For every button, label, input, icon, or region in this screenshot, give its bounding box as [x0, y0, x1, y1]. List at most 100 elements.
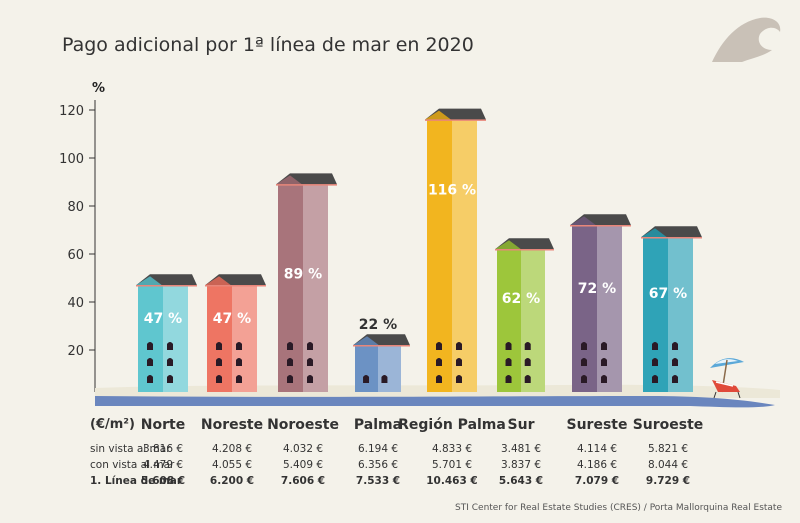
y-tick-label: 100: [59, 152, 84, 167]
bar: [497, 249, 521, 392]
window: [456, 375, 462, 383]
y-tick-label: 20: [67, 344, 84, 359]
table-row-label: sin vista al mar: [90, 443, 171, 455]
value-label: 72 %: [578, 281, 616, 297]
table-cell: 4.479 €: [143, 459, 183, 471]
value-label: 47 %: [213, 311, 251, 327]
window: [236, 342, 242, 350]
category-label: Noroeste: [267, 417, 339, 433]
table-cell: 3.481 €: [501, 443, 541, 455]
window: [236, 358, 242, 366]
category-label: Región Palma: [398, 417, 506, 433]
category-label: Norte: [141, 417, 185, 433]
table-cell: 4.186 €: [577, 459, 617, 471]
window: [381, 375, 388, 383]
roof-gable: [641, 228, 667, 238]
table-cell: 4.055 €: [212, 459, 252, 471]
y-tick-label: 120: [59, 104, 84, 119]
table-cell: 5.821 €: [648, 443, 688, 455]
window: [652, 342, 658, 350]
window: [672, 358, 678, 366]
window: [307, 375, 313, 383]
bar: [138, 285, 163, 392]
window: [167, 342, 173, 350]
table-row-label: 1. Línea de mar: [90, 475, 183, 487]
category-label: Palma: [354, 417, 402, 433]
table-cell: 4.208 €: [212, 443, 252, 455]
roof-gable: [570, 216, 596, 226]
bar-side: [668, 237, 693, 392]
window: [524, 342, 531, 350]
table-cell: 5.643 €: [499, 475, 543, 487]
bar-side: [378, 345, 401, 392]
window: [524, 358, 531, 366]
source-note: STI Center for Real Estate Studies (CRES…: [455, 503, 782, 513]
value-label: 62 %: [502, 291, 540, 307]
bar-side: [303, 184, 328, 392]
unit-label: (€/m²): [90, 417, 135, 432]
bar-side: [521, 249, 545, 392]
roof-gable: [205, 276, 231, 286]
window: [363, 375, 370, 383]
value-label: 67 %: [649, 286, 687, 302]
table-cell: 6.200 €: [210, 475, 254, 487]
roof-gable: [136, 276, 162, 286]
table-cell: 3.816 €: [143, 443, 183, 455]
window: [652, 358, 658, 366]
table-cell: 6.194 €: [358, 443, 398, 455]
value-label: 89 %: [284, 266, 322, 282]
table-cell: 7.079 €: [575, 475, 619, 487]
table-cell: 3.837 €: [501, 459, 541, 471]
window: [287, 342, 293, 350]
window: [601, 358, 607, 366]
y-tick-label: 40: [67, 296, 84, 311]
y-tick-label: 80: [67, 200, 84, 215]
window: [167, 358, 173, 366]
value-label: 116 %: [428, 183, 476, 199]
window: [581, 375, 587, 383]
window: [307, 342, 313, 350]
roof-gable: [425, 110, 451, 120]
bar-house: 47 %: [136, 274, 197, 392]
window: [436, 358, 442, 366]
value-label: 22 %: [359, 317, 397, 333]
window: [147, 358, 153, 366]
window: [505, 342, 512, 350]
window: [672, 342, 678, 350]
y-axis-unit: %: [92, 81, 105, 96]
bar-side: [163, 285, 188, 392]
category-label: Sureste: [567, 417, 628, 433]
table-cell: 6.356 €: [358, 459, 398, 471]
bar: [572, 225, 597, 392]
window: [216, 342, 222, 350]
bars: 47 % 47 % 89 % 22 % 116 % 62 % 72 % 67 %: [136, 108, 702, 392]
window: [287, 358, 293, 366]
table-cell: 10.463 €: [426, 475, 477, 487]
category-label: Suroeste: [633, 417, 704, 433]
bar: [643, 237, 668, 392]
table-cell: 4.032 €: [283, 443, 323, 455]
bar-side: [452, 119, 477, 392]
bar-house: 116 %: [425, 108, 486, 392]
bar: [355, 345, 378, 392]
window: [456, 358, 462, 366]
value-label: 47 %: [144, 311, 182, 327]
bar-side: [232, 285, 257, 392]
window: [167, 375, 173, 383]
window: [436, 375, 442, 383]
category-label: Noreste: [201, 417, 263, 433]
window: [456, 342, 462, 350]
chart-title: Pago adicional por 1ª línea de mar en 20…: [62, 34, 474, 56]
bar-house: 62 %: [495, 238, 554, 392]
bar-house: 89 %: [276, 173, 337, 392]
wave-logo-icon: [712, 17, 781, 62]
window: [581, 358, 587, 366]
bar-house: 47 %: [205, 274, 266, 392]
bar-house: 67 %: [641, 226, 702, 392]
window: [216, 358, 222, 366]
table-cell: 4.114 €: [577, 443, 617, 455]
table-cell: 5.608 €: [141, 475, 185, 487]
table-cell: 4.833 €: [432, 443, 472, 455]
